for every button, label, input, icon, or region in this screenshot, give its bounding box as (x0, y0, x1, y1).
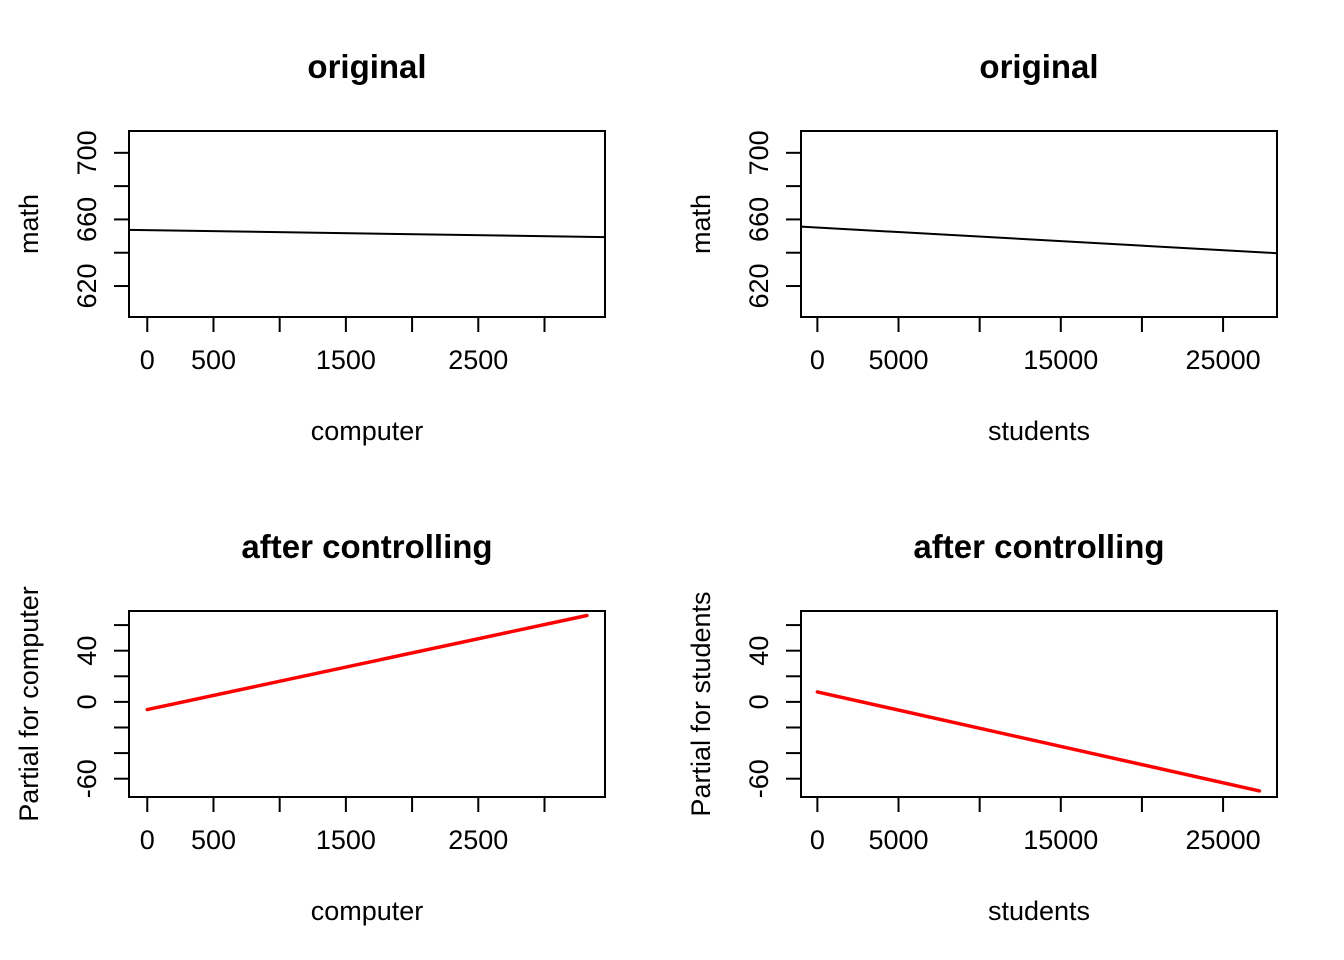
plot-title: original (307, 48, 426, 85)
y-tick-label: 0 (744, 694, 774, 709)
y-tick-label: 700 (744, 130, 774, 175)
y-tick-label: -60 (72, 759, 102, 798)
y-axis-label: Partial for students (686, 591, 716, 816)
x-axis-label: students (988, 416, 1090, 446)
plot-title: after controlling (913, 528, 1164, 565)
x-tick-label: 500 (191, 345, 236, 375)
y-tick-label: 620 (744, 263, 774, 308)
x-tick-label: 5000 (868, 345, 928, 375)
x-tick-label: 1500 (316, 345, 376, 375)
x-tick-label: 2500 (448, 825, 508, 855)
x-tick-label: 0 (140, 345, 155, 375)
x-tick-label: 25000 (1186, 825, 1261, 855)
plot-box (800, 130, 1278, 318)
fit-line (800, 225, 1278, 255)
x-tick-label: 15000 (1023, 345, 1098, 375)
panel-original-students: 0 5000 15000 25000 620 660 700 original students… (672, 0, 1344, 480)
plot-title: after controlling (241, 528, 492, 565)
partial-fit-line (815, 690, 1262, 793)
panel-partial-computer: 0 500 1500 2500 -60 0 40 after controlling compu… (0, 480, 672, 960)
y-axis-label: Partial for computer (14, 586, 44, 822)
plot-box (128, 610, 606, 798)
x-tick-label: 500 (191, 825, 236, 855)
x-tick-label: 0 (140, 825, 155, 855)
y-tick-label: 40 (72, 636, 102, 666)
panel-partial-students: 0 5000 15000 25000 -60 0 40 after controlling st… (672, 480, 1344, 960)
plot-original-computer: 0 500 1500 2500 620 660 700 original computer mat… (14, 48, 606, 446)
y-tick-label: 620 (72, 263, 102, 308)
x-axis-label: students (988, 896, 1090, 926)
x-tick-label: 2500 (448, 345, 508, 375)
x-tick-label: 15000 (1023, 825, 1098, 855)
y-axis-label: math (14, 194, 44, 254)
x-axis-label: computer (311, 896, 424, 926)
x-tick-label: 25000 (1186, 345, 1261, 375)
plot-original-students: 0 5000 15000 25000 620 660 700 original students… (686, 48, 1278, 446)
plot-title: original (979, 48, 1098, 85)
y-axis-label: math (686, 194, 716, 254)
x-tick-label: 1500 (316, 825, 376, 855)
panel-original-computer: 0 500 1500 2500 620 660 700 original computer mat… (0, 0, 672, 480)
y-tick-label: 0 (72, 694, 102, 709)
x-tick-label: 5000 (868, 825, 928, 855)
x-axis-label: computer (311, 416, 424, 446)
y-tick-label: 40 (744, 636, 774, 666)
partial-fit-line (145, 613, 589, 712)
y-tick-label: -60 (744, 759, 774, 798)
x-tick-label: 0 (810, 345, 825, 375)
y-tick-label: 660 (744, 197, 774, 242)
x-tick-label: 0 (810, 825, 825, 855)
plot-box (128, 130, 606, 318)
fit-line (128, 228, 606, 239)
y-tick-label: 700 (72, 130, 102, 175)
plot-partial-computer: 0 500 1500 2500 -60 0 40 after controlling compu… (14, 528, 606, 926)
plot-partial-students: 0 5000 15000 25000 -60 0 40 after controlling st… (686, 528, 1278, 926)
plot-box (800, 610, 1278, 798)
y-tick-label: 660 (72, 197, 102, 242)
